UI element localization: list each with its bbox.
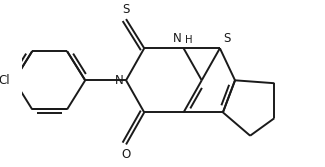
Text: O: O	[122, 148, 131, 161]
Text: S: S	[123, 3, 130, 16]
Text: H: H	[185, 35, 193, 45]
Text: N: N	[115, 74, 124, 87]
Text: N: N	[173, 32, 182, 45]
Text: S: S	[224, 32, 231, 45]
Text: Cl: Cl	[0, 74, 10, 87]
